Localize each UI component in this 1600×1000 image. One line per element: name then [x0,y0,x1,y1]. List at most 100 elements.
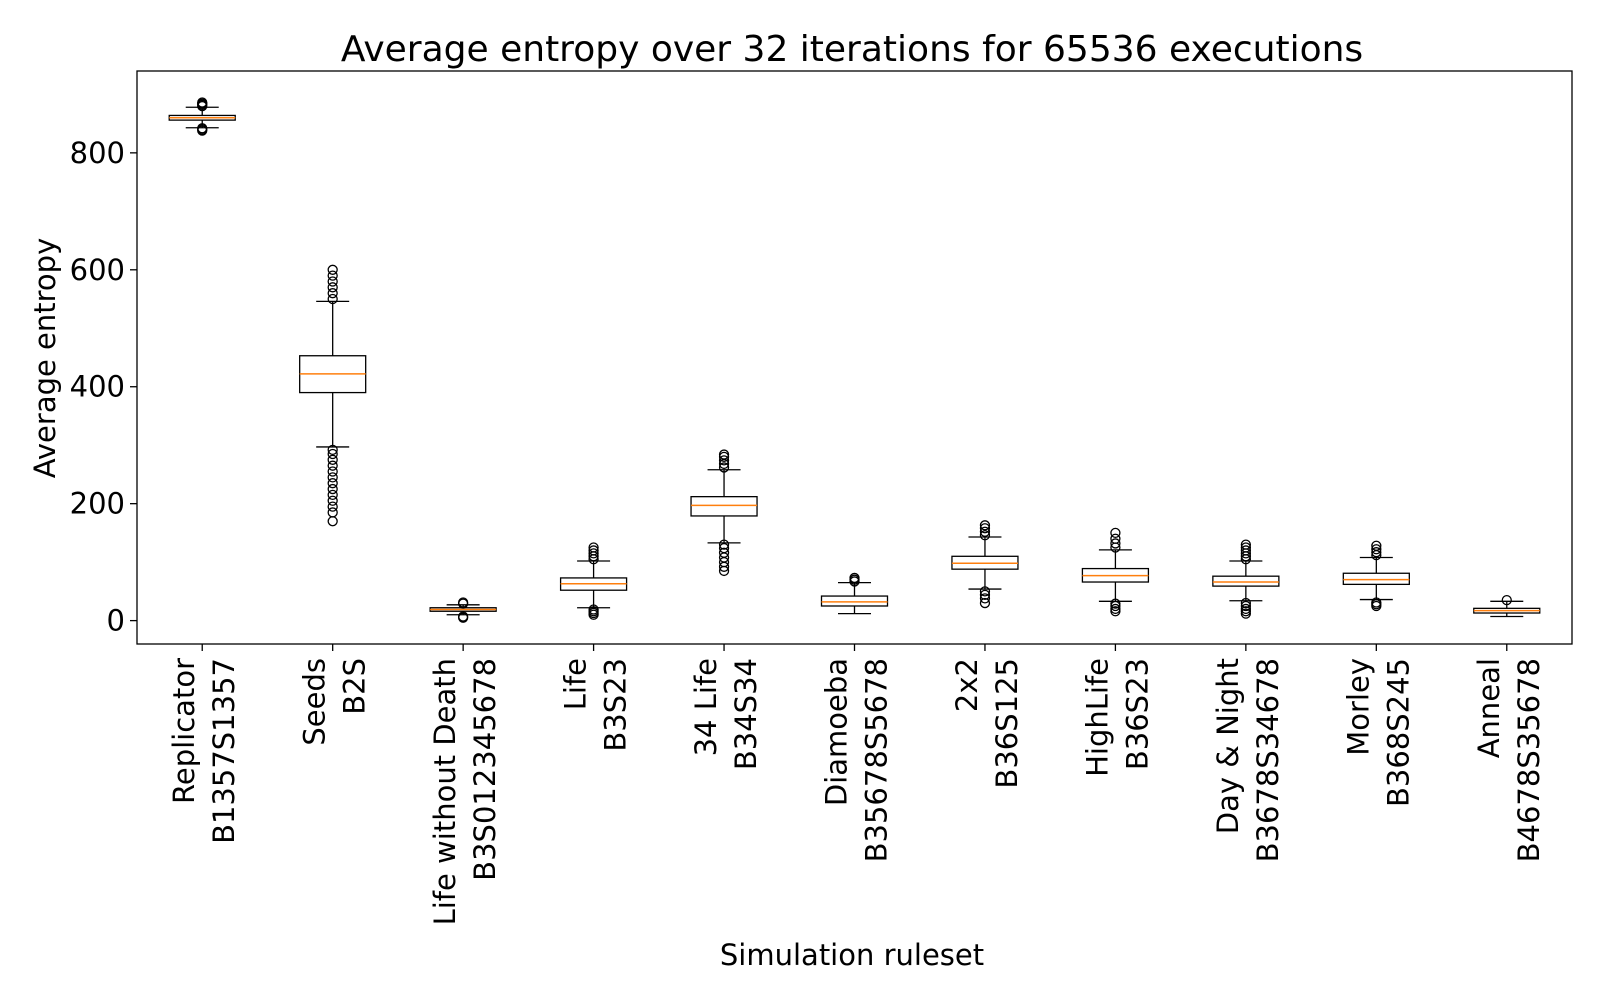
x-category-label-line: Replicator [167,658,201,804]
outlier-point [718,547,730,558]
x-category-label: HighLife B36S23 [1080,658,1154,777]
outlier-point [327,264,338,275]
outlier-point [327,448,338,460]
x-category-label: Life without Death B3S012345678 [428,658,502,925]
outlier-point [327,507,338,518]
outlier-point [1240,542,1252,553]
x-category-label-line: B3678S34678 [1251,658,1285,862]
outlier-point [1110,533,1121,544]
outlier-point [197,123,208,134]
outlier-point [197,97,208,108]
y-tick-label: 600 [70,253,125,287]
outlier-point [327,501,338,512]
outlier-point [1501,594,1512,606]
outlier-point [1240,600,1252,612]
x-category-label-line: B35678S5678 [860,658,894,862]
x-category-label-line: HighLife [1080,658,1114,777]
x-category-label: Replicator B1357S1357 [167,658,241,844]
outlier-point [327,478,338,489]
x-category-label-line: Life [559,658,593,710]
x-category-label-line: Seeds [298,658,332,746]
chart-title: Average entropy over 32 iterations for 6… [341,29,1363,70]
outlier-point [588,548,599,559]
outlier-point [327,288,338,299]
x-category-label-line: Diamoeba [820,658,854,806]
box [1212,575,1280,587]
y-tick-label: 0 [107,604,125,638]
x-category-label-line: Day & Night [1211,658,1245,834]
x-category-label-line: Anneal [1472,658,1506,758]
outlier-point [979,530,991,541]
x-category-label-line: B2S [338,658,372,715]
outlier-point [457,597,469,608]
outlier-point [979,586,991,597]
outlier-point [327,516,338,527]
y-tick-label: 800 [70,136,125,170]
x-category-label-line: B34S34 [729,658,763,770]
x-category-label-line: 2x2 [950,658,984,712]
x-category-label: Day & Night B3678S34678 [1211,658,1285,862]
outlier-point [588,542,599,553]
outlier-point [1371,544,1382,555]
x-category-label-line: B1357S1357 [207,658,241,844]
outlier-point [1110,538,1121,549]
x-category-label: Seeds B2S [298,658,372,746]
outlier-point [327,466,338,477]
outlier-point [1240,597,1252,609]
x-category-label-line: Life without Death [428,658,462,925]
outlier-point [718,449,730,460]
box [820,595,889,607]
x-category-label: 34 Life B34S34 [689,658,763,770]
outlier-point [718,542,730,554]
x-category-label-line: B3S012345678 [468,658,502,881]
outlier-point [1110,527,1121,539]
x-category-label-line: Morley [1341,658,1375,756]
outlier-point [849,572,860,584]
outlier-point [718,539,730,550]
outlier-point [979,597,991,609]
x-category-label-line: B3S23 [599,658,633,752]
box [1342,572,1410,586]
y-tick-label: 400 [70,370,125,404]
x-category-label-line: B36S23 [1120,658,1154,770]
outlier-point [588,545,599,556]
outlier-point [718,462,730,473]
outlier-point [327,270,338,281]
x-category-label: Diamoeba B35678S5678 [820,658,894,862]
y-axis-label: Average entropy [28,238,62,479]
outlier-point [1110,603,1121,615]
outlier-point [1240,539,1252,550]
x-category-label-line: B36S125 [990,658,1024,789]
outlier-point [979,589,991,601]
x-category-label: Morley B368S245 [1341,658,1415,807]
outlier-point [1240,545,1252,556]
outlier-point [327,472,338,483]
outlier-point [327,444,338,456]
x-axis-label: Simulation ruleset [720,938,984,972]
outlier-point [588,604,599,615]
outlier-point [327,460,338,471]
outlier-point [1371,597,1382,608]
outlier-point [327,454,338,465]
outlier-point [327,495,338,506]
outlier-point [1371,547,1382,558]
outlier-point [327,293,338,305]
outlier-point [1240,603,1252,615]
outlier-point [327,276,338,287]
y-tick-label: 200 [70,487,125,521]
x-category-label: 2x2 B36S125 [950,658,1024,789]
x-category-label-line: 34 Life [689,658,723,756]
outlier-point [327,489,338,501]
outlier-point [1110,598,1121,609]
plot-frame [136,70,1573,645]
box [690,496,758,517]
outlier-point [979,526,991,537]
outlier-point [457,611,469,622]
outlier-point [979,523,991,534]
outlier-point [979,520,991,531]
outlier-point [327,282,338,293]
outlier-point [327,483,338,495]
x-category-label: Life B3S23 [559,658,633,752]
outlier-point [979,593,991,604]
